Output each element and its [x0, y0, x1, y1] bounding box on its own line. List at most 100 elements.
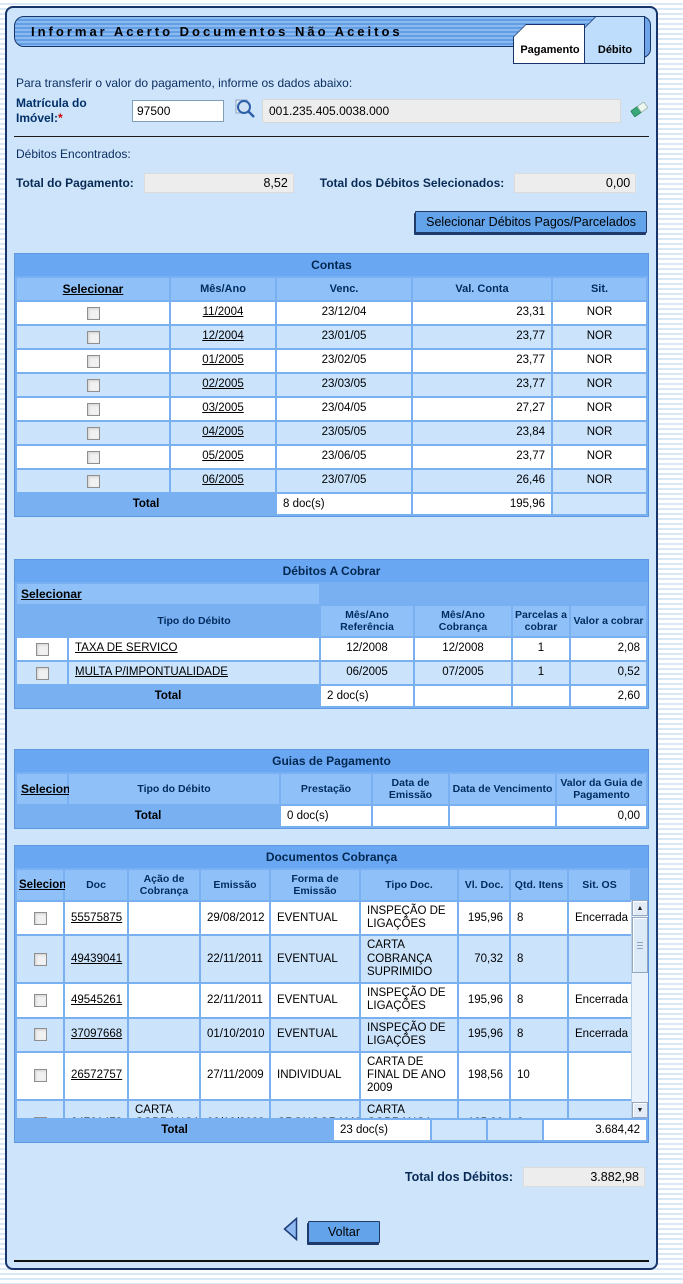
contas-mes-link-2[interactable]: 01/2005 — [202, 354, 244, 367]
documentos-acao-5: CARTA COBRANCA SUPRIMIDO — [129, 1100, 200, 1118]
contas-mes-link-3[interactable]: 02/2005 — [202, 378, 244, 391]
voltar-button[interactable]: Voltar — [308, 1220, 380, 1243]
main-panel: Informar Acerto Documentos Não Aceitos P… — [5, 6, 658, 1270]
matricula-input[interactable] — [132, 100, 224, 122]
contas-val-4: 27,27 — [413, 398, 551, 420]
scroll-down-icon[interactable]: ▼ — [632, 1102, 648, 1118]
guias-total-empty2 — [450, 806, 555, 826]
contas-venc-3: 23/03/05 — [277, 374, 411, 396]
tab-debito[interactable]: Débito — [583, 16, 645, 64]
guias-prestacao-header: Prestação — [281, 774, 371, 804]
documentos-total-label: Total — [161, 1124, 188, 1136]
documentos-checkbox-1[interactable] — [33, 952, 47, 966]
debitos-parcelas-0: 1 — [513, 638, 569, 660]
debitos-ref-1: 06/2005 — [321, 662, 413, 684]
documentos-acao-4 — [129, 1052, 199, 1099]
debitos-ref-header: Mês/Ano Referência — [321, 606, 413, 636]
debitos-valor-1: 0,52 — [571, 662, 646, 684]
back-arrow-icon[interactable] — [283, 1216, 298, 1246]
contas-checkbox-5[interactable] — [86, 426, 100, 440]
contas-checkbox-6[interactable] — [86, 450, 100, 464]
contas-mes-link-7[interactable]: 06/2005 — [202, 474, 244, 487]
documentos-doc-link-1[interactable]: 49439041 — [71, 952, 123, 965]
documentos-total-docs: 23 doc(s) — [334, 1120, 430, 1140]
documentos-tipo-3: INSPEÇÃO DE LIGAÇÕES — [361, 1018, 457, 1051]
search-icon[interactable] — [234, 98, 256, 125]
contas-val-7: 26,46 — [413, 470, 551, 492]
guias-total-docs: 0 doc(s) — [281, 806, 371, 826]
documentos-sit-0: Encerrada — [569, 902, 631, 935]
documentos-emissao-4: 27/11/2009 — [201, 1052, 269, 1099]
documentos-forma-2: EVENTUAL — [271, 984, 359, 1017]
contas-checkbox-4[interactable] — [86, 402, 100, 416]
contas-total-empty — [553, 494, 646, 514]
debitos-checkbox-0[interactable] — [35, 642, 49, 656]
debitos-parcelas-1: 1 — [513, 662, 569, 684]
debitos-tipo-link-0[interactable]: TAXA DE SERVICO — [75, 642, 178, 655]
documentos-checkbox-4[interactable] — [33, 1069, 47, 1083]
totals-row: Total do Pagamento: 8,52 Total dos Débit… — [16, 173, 649, 193]
contas-val-6: 23,77 — [413, 446, 551, 468]
scrollbar-thumb[interactable] — [632, 917, 648, 973]
documentos-tipo-2: INSPEÇÃO DE LIGAÇÕES — [361, 984, 457, 1017]
documentos-checkbox-5[interactable] — [33, 1116, 47, 1118]
documentos-emissao-1: 22/11/2011 — [201, 936, 269, 983]
documentos-doc-link-4[interactable]: 26572757 — [71, 1069, 123, 1082]
contas-sit-7: NOR — [553, 470, 646, 492]
contas-checkbox-0[interactable] — [86, 306, 100, 320]
documentos-scrollbar[interactable]: ▲ ▼ — [631, 900, 648, 1118]
documentos-checkbox-3[interactable] — [33, 1028, 47, 1042]
documentos-checkbox-2[interactable] — [33, 993, 47, 1007]
contas-sit-6: NOR — [553, 446, 646, 468]
debitos-valor-0: 2,08 — [571, 638, 646, 660]
documentos-forma-0: EVENTUAL — [271, 902, 359, 935]
contas-mes-link-1[interactable]: 12/2004 — [202, 330, 244, 343]
documentos-doc-link-0[interactable]: 55575875 — [71, 911, 123, 924]
debitos-selecionar-header[interactable]: Selecionar — [17, 584, 319, 604]
documentos-vl-0: 195,96 — [459, 902, 509, 935]
contas-val-1: 23,77 — [413, 326, 551, 348]
debitos-cobranca-0: 12/2008 — [415, 638, 511, 660]
documentos-checkbox-0[interactable] — [33, 911, 47, 925]
contas-checkbox-1[interactable] — [86, 330, 100, 344]
contas-mes-link-0[interactable]: 11/2004 — [202, 306, 244, 319]
debitos-tipo-link-1[interactable]: MULTA P/IMPONTUALIDADE — [75, 666, 228, 679]
documentos-forma-5: CRONOGRAMA — [271, 1100, 362, 1118]
contas-total-label: Total — [132, 498, 160, 510]
tab-pagamento[interactable]: Pagamento — [513, 24, 585, 64]
debitos-checkbox-1[interactable] — [35, 666, 49, 680]
documentos-total-empty2 — [488, 1120, 542, 1140]
documentos-sit-5 — [569, 1100, 631, 1118]
contas-checkbox-7[interactable] — [86, 474, 100, 488]
contas-mes-link-6[interactable]: 05/2005 — [202, 450, 244, 463]
scrollbar-track[interactable] — [632, 973, 648, 1102]
documentos-qtd-3: 8 — [511, 1018, 567, 1051]
contas-checkbox-2[interactable] — [86, 354, 100, 368]
total-pagamento-field: 8,52 — [143, 173, 294, 193]
guias-total-label: Total — [134, 810, 162, 822]
guias-table: Guias de Pagamento Selecionar Tipo do Dé… — [14, 749, 649, 829]
documentos-selecionar-header[interactable]: Selecionar — [17, 870, 77, 900]
guias-total-valor: 0,00 — [557, 806, 646, 826]
guias-selecionar-header[interactable]: Selecionar — [17, 774, 82, 804]
contas-venc-4: 23/04/05 — [277, 398, 411, 420]
documentos-qtd-4: 10 — [511, 1052, 567, 1099]
documentos-vl-5: 195,96 — [459, 1100, 509, 1118]
eraser-icon[interactable] — [629, 99, 649, 124]
documentos-doc-link-3[interactable]: 37097668 — [71, 1028, 123, 1041]
contas-checkbox-3[interactable] — [86, 378, 100, 392]
contas-mes-link-4[interactable]: 03/2005 — [202, 402, 244, 415]
documentos-caption: Documentos Cobrança — [15, 846, 648, 868]
documentos-doc-link-2[interactable]: 49545261 — [71, 993, 123, 1006]
tab-debito-label: Débito — [597, 44, 633, 56]
contas-val-5: 23,84 — [413, 422, 551, 444]
selecionar-debitos-pagos-button[interactable]: Selecionar Débitos Pagos/Parcelados — [415, 211, 647, 233]
documentos-doc-link-5[interactable]: 24761473 — [71, 1117, 122, 1118]
contas-venc-1: 23/01/05 — [277, 326, 411, 348]
documentos-tipo-header: Tipo Doc. — [361, 870, 457, 900]
scroll-up-icon[interactable]: ▲ — [632, 900, 648, 916]
total-debitos-field: 3.882,98 — [523, 1167, 645, 1187]
matricula-label-line1: Matrícula do — [16, 96, 87, 110]
contas-mes-link-5[interactable]: 04/2005 — [202, 426, 244, 439]
contas-selecionar-header[interactable]: Selecionar — [17, 278, 169, 300]
